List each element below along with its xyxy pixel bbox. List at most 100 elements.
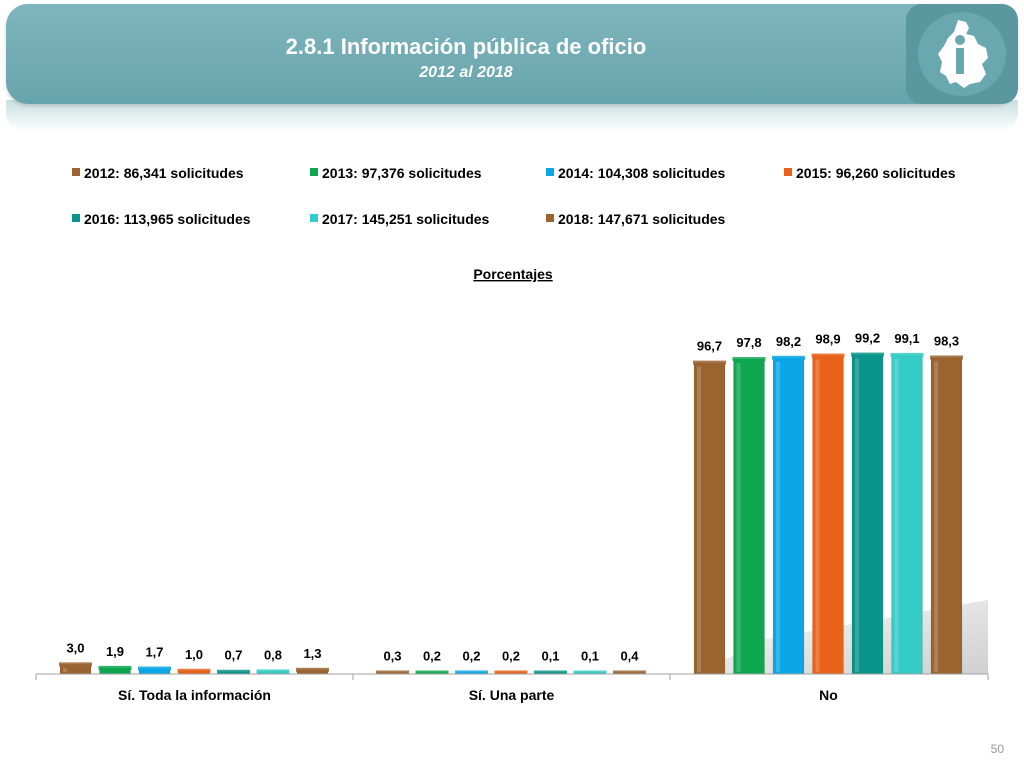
bar-body [812,355,844,675]
bar-cap [851,352,884,357]
legend-swatch [72,168,80,176]
legend-label: 2016: 113,965 solicitudes [84,211,251,227]
bar-cap [455,670,488,675]
x-tick-label: Sí. Una parte [469,687,555,703]
page-subtitle: 2012 al 2018 [419,64,513,81]
data-label: 1,0 [185,647,203,662]
legend-swatch [546,214,554,222]
bar-cap [772,355,805,360]
bar: 0,2 [415,649,449,675]
data-label: 0,2 [423,649,441,664]
bar-cap [613,670,646,675]
header-banner: 2.8.1 Información pública de oficio 2012… [6,4,1018,104]
legend-label: 2017: 145,251 solicitudes [322,211,490,227]
legend-swatch [310,214,318,222]
x-axis: Sí. Toda la información Sí. Una parte No [35,673,989,703]
bar: 98,3 [930,333,963,675]
data-label: 0,2 [462,649,480,664]
data-label: 97,8 [736,335,761,350]
bar-highlight [697,366,701,672]
legend-item: 2016: 113,965 solicitudes [72,211,251,227]
data-label: 0,1 [581,649,599,664]
legend-label: 2014: 104,308 solicitudes [558,165,726,181]
page-title: 2.8.1 Información pública de oficio [285,34,647,59]
bar-cap [693,360,726,365]
data-label: 96,7 [697,339,722,354]
legend-swatch [784,168,792,176]
bar-body [891,354,923,675]
legend-label: 2018: 147,671 solicitudes [558,211,726,227]
bar-cap [415,670,449,675]
data-label: 99,2 [855,331,880,346]
bar-cap [59,662,92,667]
bar: 0,2 [494,649,528,675]
bar-body [693,362,726,675]
logo [906,4,1018,104]
data-label: 98,3 [934,333,959,348]
bar-highlight [736,363,741,672]
data-label: 0,1 [541,649,559,664]
bar-cap [256,669,290,674]
bar-highlight [855,358,859,672]
legend-label: 2015: 96,260 solicitudes [796,165,956,181]
data-label: 0,4 [620,649,639,664]
data-label: 98,2 [776,334,801,349]
bar-highlight [894,358,899,672]
legend-label: 2012: 86,341 solicitudes [84,165,244,181]
bar-cap [177,668,211,673]
data-label: 1,9 [106,644,124,659]
bar: 99,2 [851,331,884,675]
bar: 98,2 [772,334,805,675]
x-tick-label: Sí. Toda la información [118,687,271,703]
bar: 0,3 [376,649,409,675]
legend-item: 2013: 97,376 solicitudes [310,165,482,181]
bar: 1,7 [138,645,171,675]
bar-highlight [776,361,780,672]
bar: 96,7 [693,339,726,675]
bar-cap [376,670,409,675]
bar: 1,0 [177,647,211,675]
bar: 1,3 [296,646,329,675]
bar-cap [811,353,845,358]
bar: 99,1 [890,331,924,675]
data-label: 99,1 [894,331,919,346]
bar: 0,7 [217,648,250,675]
chart-legend: 2012: 86,341 solicitudes 2013: 97,376 sol… [72,165,956,227]
map-logo-icon [938,20,988,88]
legend-swatch [310,168,318,176]
page-number: 50 [990,742,1004,756]
bar-cap [573,670,607,675]
data-label: 0,3 [383,649,401,664]
legend-swatch [72,214,80,222]
x-tick-label: No [819,687,838,703]
bar-cap [98,665,132,670]
legend-item: 2012: 86,341 solicitudes [72,165,244,181]
bar-body [772,357,805,675]
bar-body [733,358,765,675]
chart-title: Porcentajes [473,266,553,282]
bar: 97,8 [732,335,766,675]
bar-cap [217,669,250,674]
data-label: 1,7 [145,645,163,660]
bar-cap [138,666,171,671]
bar-highlight [63,668,67,672]
data-label: 0,7 [224,648,242,663]
legend-swatch [546,168,554,176]
chart-bars: 3,0 1,9 1,7 1,0 0,7 0,8 1,3 0,3 0,2 0,2 0,2 0,1 0,1 0… [59,331,963,675]
bar: 1,9 [98,644,132,675]
bar: 98,9 [811,332,845,675]
data-label: 1,3 [303,646,321,661]
legend-item: 2018: 147,671 solicitudes [546,211,726,227]
bar: 0,1 [573,649,607,675]
bar-highlight [815,359,820,672]
bar-cap [732,357,766,362]
bar: 0,8 [256,647,290,675]
bar: 0,4 [613,649,646,675]
legend-label: 2013: 97,376 solicitudes [322,165,482,181]
legend-item: 2017: 145,251 solicitudes [310,211,490,227]
legend-item: 2014: 104,308 solicitudes [546,165,726,181]
bar-cap [296,667,329,672]
data-label: 0,8 [264,647,282,662]
data-label: 3,0 [66,640,84,655]
